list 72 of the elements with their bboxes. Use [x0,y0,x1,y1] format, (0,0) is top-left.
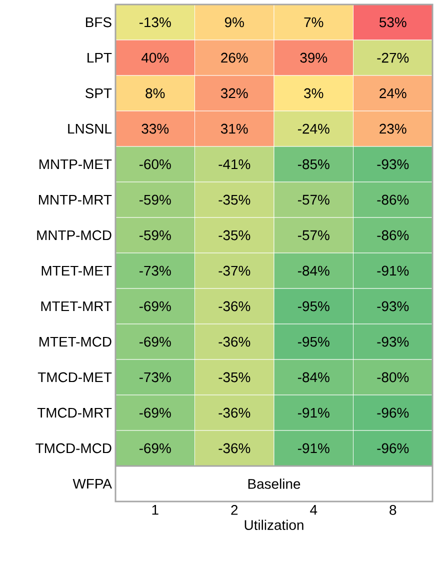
data-label: -35% [218,230,250,240]
data-label: -95% [298,336,330,347]
x-axis-title: Utilization [244,520,304,530]
data-label: -69% [139,443,171,454]
data-label: -57% [298,230,330,240]
data-label: -36% [218,336,250,347]
data-label: -80% [377,372,409,382]
annotation: Baseline [248,478,300,489]
x-tick-label: 8 [390,505,396,515]
y-tick-label: BFS [86,17,112,28]
data-label: -96% [377,408,409,418]
data-label: 8% [146,88,165,98]
y-tick-label: TMCD-MCD [36,443,112,454]
data-label: -73% [139,372,171,382]
data-label: -35% [218,372,250,382]
data-label: 7% [304,17,324,28]
data-label: -91% [377,266,409,276]
data-label: 9% [224,17,244,28]
y-tick-label: TMCD-MET [38,372,112,382]
data-label: 3% [304,88,324,98]
data-label: -69% [139,301,171,312]
data-label: -35% [218,194,250,205]
data-label: -85% [298,159,330,170]
data-label: 40% [141,52,169,63]
data-label: -57% [298,194,330,205]
y-tick-label: SPT [85,88,112,98]
data-label: -93% [377,336,409,347]
data-label: -69% [139,336,171,347]
data-label: -86% [377,194,409,205]
data-label: -86% [377,230,409,240]
x-tick-label: 4 [310,505,318,515]
data-label: -96% [377,443,409,454]
data-label: 31% [220,124,248,134]
y-tick-label: LPT [88,52,112,63]
data-label: -93% [377,159,409,170]
data-label: 26% [221,52,248,63]
data-label: 32% [220,88,248,98]
y-tick-label: MNTP-MET [40,159,112,170]
data-label: -84% [298,372,330,382]
data-label: -13% [139,17,171,28]
data-label: -84% [298,266,330,276]
data-label: 53% [379,17,406,28]
data-label: -95% [298,301,330,312]
data-label: -69% [139,408,171,418]
x-tick-label: 2 [231,505,238,515]
y-tick-label: MNTP-MRT [39,194,112,205]
y-tick-label: MNTP-MCD [37,230,112,240]
y-tick-label: MTET-MCD [40,336,112,347]
data-label: -93% [377,301,409,312]
data-label: -60% [139,159,171,170]
data-label: -73% [139,266,171,276]
data-label: 23% [380,124,406,134]
data-label: -36% [218,301,250,312]
data-label: 39% [300,52,328,63]
data-label: -41% [218,159,250,170]
data-label: 24% [380,88,406,98]
data-label: -37% [218,266,250,276]
data-label: -36% [218,443,250,454]
data-label: -36% [218,408,250,418]
data-label: -24% [298,124,330,134]
data-label: 33% [142,124,169,134]
data-label: -91% [298,408,330,418]
x-tick-label: 1 [152,505,158,515]
y-tick-label: TMCD-MRT [37,408,112,418]
y-tick-label: MTET-MRT [41,301,112,312]
data-label: -91% [298,443,330,454]
y-tick-label: MTET-MET [42,266,112,276]
data-label: -59% [139,230,171,240]
data-label: -59% [139,194,171,205]
data-label: -27% [377,52,409,63]
y-tick-label: WFPA [72,478,112,489]
y-tick-label: LNSNL [68,124,112,134]
